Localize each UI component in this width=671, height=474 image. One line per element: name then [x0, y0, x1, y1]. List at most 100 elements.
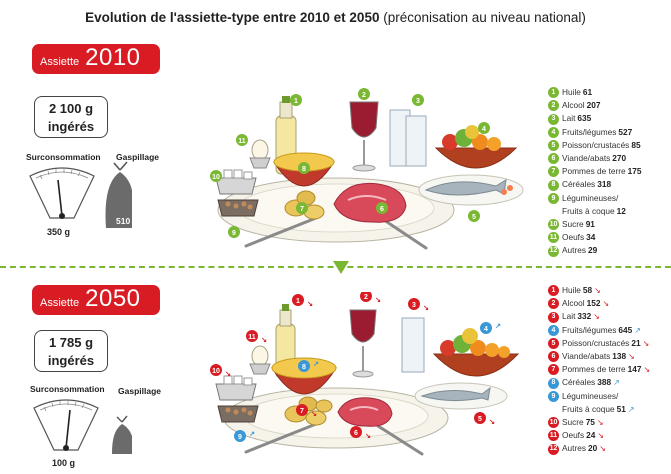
svg-text:9: 9 — [232, 230, 236, 237]
svg-text:10: 10 — [212, 368, 220, 375]
gauge-value: 350 g — [47, 227, 71, 237]
food-markers-2050: 1 ↘ 2 ↘ 3 ↘ 4 ↗ 5 ↘ 6 ↘ 7 ↘ 8 ↗ 9 ↗ 10 ↘ 11 ↘ — [210, 292, 501, 442]
legend-number-badge: 1 — [548, 87, 559, 99]
legend-value: 29 — [587, 245, 598, 256]
svg-text:3: 3 — [412, 302, 416, 309]
svg-text:9: 9 — [238, 434, 242, 441]
arrow-down-icon: ↘ — [642, 338, 650, 348]
svg-text:5: 5 — [478, 416, 482, 423]
legend-item: 5 Poisson/crustacés 21 ↘ — [548, 337, 650, 350]
legend-value: 635 — [577, 113, 592, 124]
legend-value: 388 — [597, 377, 612, 388]
legend-label: Oeufs — [562, 232, 585, 243]
legend-label: Lait — [562, 113, 576, 124]
svg-text:3: 3 — [416, 98, 420, 105]
legend-number-badge: 6 — [548, 351, 559, 363]
legend-number-badge: 12 — [548, 443, 559, 455]
legend-value: 85 — [631, 139, 641, 150]
legend-number-badge: 2 — [548, 298, 559, 310]
svg-text:8: 8 — [302, 166, 306, 173]
svg-text:11: 11 — [248, 334, 256, 341]
sugar-tray-icon — [215, 375, 257, 401]
legend-item: 12 Autres 20 ↘ — [548, 442, 650, 455]
svg-text:↗: ↗ — [249, 431, 255, 438]
legend-label: Oeufs — [562, 430, 585, 441]
legend-item: 11 Oeufs 24 ↘ — [548, 429, 650, 442]
bag-value: 510 g — [116, 216, 138, 226]
badge-label: Assiette — [40, 297, 80, 309]
svg-text:↘: ↘ — [225, 371, 231, 378]
ingested-box-2050: 1 785 g ingérés — [34, 330, 108, 372]
legend-value: 34 — [586, 232, 596, 243]
legend-item: 7 Pommes de terre 147 ↘ — [548, 363, 650, 376]
legend-value: 12 — [616, 205, 626, 216]
surconso-label: Surconsommation — [30, 384, 105, 394]
svg-text:2: 2 — [364, 294, 368, 301]
title-normal: (préconisation au niveau national) — [383, 10, 586, 25]
legend-value: 51 — [616, 403, 626, 414]
potatoes-icon — [284, 396, 333, 426]
gauge-value: 100 g — [52, 458, 76, 468]
arrow-down-icon: ↘ — [593, 312, 600, 322]
legend-value: 152 — [586, 298, 601, 309]
badge-year: 2050 — [85, 285, 141, 312]
legend-item-continuation: Fruits à coque 12 — [548, 205, 641, 218]
year-badge-2050: Assiette 2050 — [32, 285, 160, 315]
legend-item: 3 Lait 635 — [548, 112, 641, 125]
legend-label: Huile — [562, 87, 581, 97]
gauge-icon — [33, 399, 99, 451]
arrow-down-icon: ↘ — [628, 352, 635, 362]
legend-value: 645 — [618, 324, 633, 335]
legend-label: Poisson/crustacés — [562, 139, 630, 150]
svg-text:↘: ↘ — [489, 419, 495, 426]
gaspillage-label: Gaspillage — [116, 152, 159, 162]
wine-glass-icon — [349, 101, 379, 172]
legend-number-badge: 8 — [548, 179, 559, 191]
legend-value: 175 — [627, 166, 642, 177]
arrow-down-icon: ↘ — [596, 418, 604, 428]
arrow-down-icon: ↘ — [602, 299, 610, 309]
garbage-bag-icon — [105, 161, 132, 228]
legend-2050: 1 Huile 58 ↘ 2 Alcool 152 ↘ 3 Lait 332 ↘ 4 Fruits/lég… — [548, 284, 650, 456]
legend-label: Céréales — [562, 179, 596, 190]
legend-label: Fruits/légumes — [562, 126, 617, 137]
legend-number-badge: 9 — [548, 192, 559, 204]
arrow-down-icon: ↘ — [597, 431, 605, 441]
legend-item: 1 Huile 58 ↘ — [548, 284, 650, 297]
legend-label: Viande/abats — [562, 153, 611, 164]
legend-number-badge: 4 — [548, 324, 559, 336]
legend-label: Huile — [562, 285, 581, 295]
legend-2010: 1 Huile 61 2 Alcool 207 3 Lait 635 4 Fruits/légume… — [548, 86, 641, 258]
legend-number-badge: 11 — [548, 430, 559, 442]
legend-value: 270 — [612, 153, 627, 164]
gauge-icon — [29, 167, 95, 219]
legend-number-badge: 7 — [548, 166, 559, 178]
svg-text:6: 6 — [354, 430, 358, 437]
legend-item: 4 Fruits/légumes 645 ↗ — [548, 324, 650, 337]
legend-value: 24 — [586, 430, 596, 441]
legend-value: 527 — [618, 126, 633, 137]
svg-text:6: 6 — [380, 206, 384, 213]
legend-label: Pommes de terre — [562, 364, 626, 375]
arrow-down-icon: ↘ — [594, 286, 601, 295]
legumes-tray-icon — [217, 405, 259, 423]
legumes-tray-icon — [217, 199, 259, 217]
svg-text:↘: ↘ — [365, 433, 371, 440]
svg-text:1: 1 — [294, 98, 298, 105]
legend-number-badge: 5 — [548, 337, 559, 349]
year-badge-2010: Assiette 2010 — [32, 44, 160, 74]
legend-value: 58 — [582, 285, 593, 295]
legend-number-badge: 1 — [548, 285, 559, 297]
legend-item: 6 Viande/abats 270 — [548, 152, 641, 165]
legend-item: 3 Lait 332 ↘ — [548, 310, 650, 323]
badge-label: Assiette — [40, 56, 80, 68]
legend-item: 10 Sucre 75 ↘ — [548, 416, 650, 429]
sugar-tray-icon — [215, 169, 257, 195]
fruit-bowl-icon — [432, 328, 520, 377]
gauge-bag-2010 — [29, 161, 132, 228]
legend-value: 20 — [587, 443, 598, 454]
svg-text:↘: ↘ — [307, 301, 313, 308]
legend-value: 332 — [577, 311, 592, 322]
ingested-label: ingérés — [47, 119, 95, 134]
svg-text:↘: ↘ — [375, 297, 381, 304]
